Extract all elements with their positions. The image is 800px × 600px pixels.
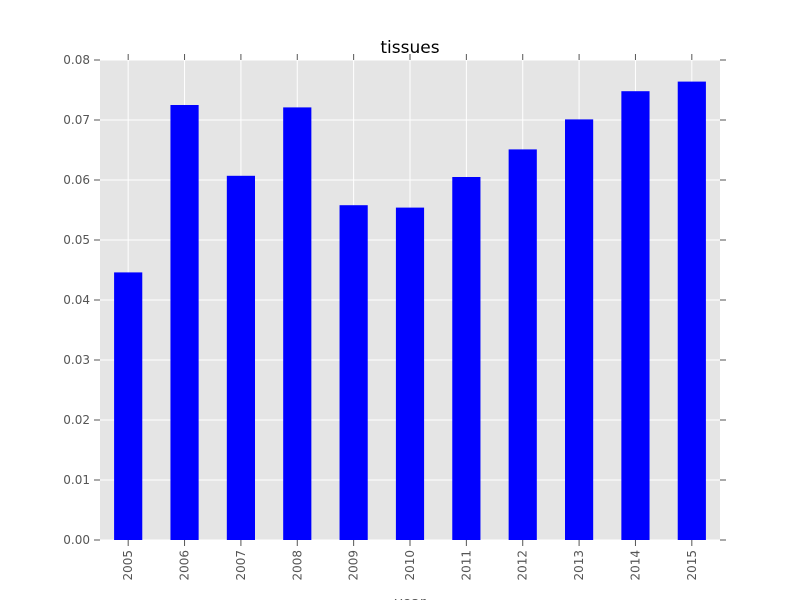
y-tick-label: 0.05 (63, 233, 90, 247)
x-tick-label: 2011 (459, 550, 473, 581)
y-tick-label: 0.08 (63, 53, 90, 67)
x-tick-label: 2014 (628, 550, 642, 581)
bar (452, 177, 481, 540)
bar (395, 207, 425, 540)
y-tick-label: 0.01 (63, 473, 90, 487)
bar (565, 119, 594, 541)
x-tick-label: 2015 (685, 550, 699, 581)
bar (621, 91, 650, 540)
chart-title: tissues (380, 38, 439, 58)
x-tick-label: 2013 (572, 550, 586, 581)
bar (283, 107, 312, 541)
x-tick-label: 2007 (234, 550, 248, 581)
bar (170, 105, 199, 540)
bars (114, 81, 706, 541)
tick-labels: 0.00 0.01 0.02 0.03 0.04 0.05 0.06 0.07 0.08 2005… (63, 53, 699, 581)
bar (114, 272, 143, 540)
x-axis-label: year (394, 595, 425, 600)
x-tick-label: 2008 (290, 550, 304, 581)
bar (508, 149, 537, 540)
x-tick-label: 2009 (347, 550, 361, 581)
x-tick-label: 2012 (516, 550, 530, 581)
bar (339, 205, 368, 540)
y-tick-label: 0.06 (63, 173, 90, 187)
tick-marks (94, 54, 726, 546)
y-tick-label: 0.02 (63, 413, 90, 427)
x-tick-label: 2005 (121, 550, 135, 581)
y-tick-label: 0.04 (63, 293, 90, 307)
y-tick-label: 0.03 (63, 353, 90, 367)
bar (677, 81, 706, 540)
x-tick-label: 2010 (403, 550, 417, 581)
y-tick-label: 0.07 (63, 113, 90, 127)
y-tick-label: 0.00 (63, 533, 90, 547)
x-tick-label: 2006 (178, 550, 192, 581)
bar (226, 175, 255, 541)
